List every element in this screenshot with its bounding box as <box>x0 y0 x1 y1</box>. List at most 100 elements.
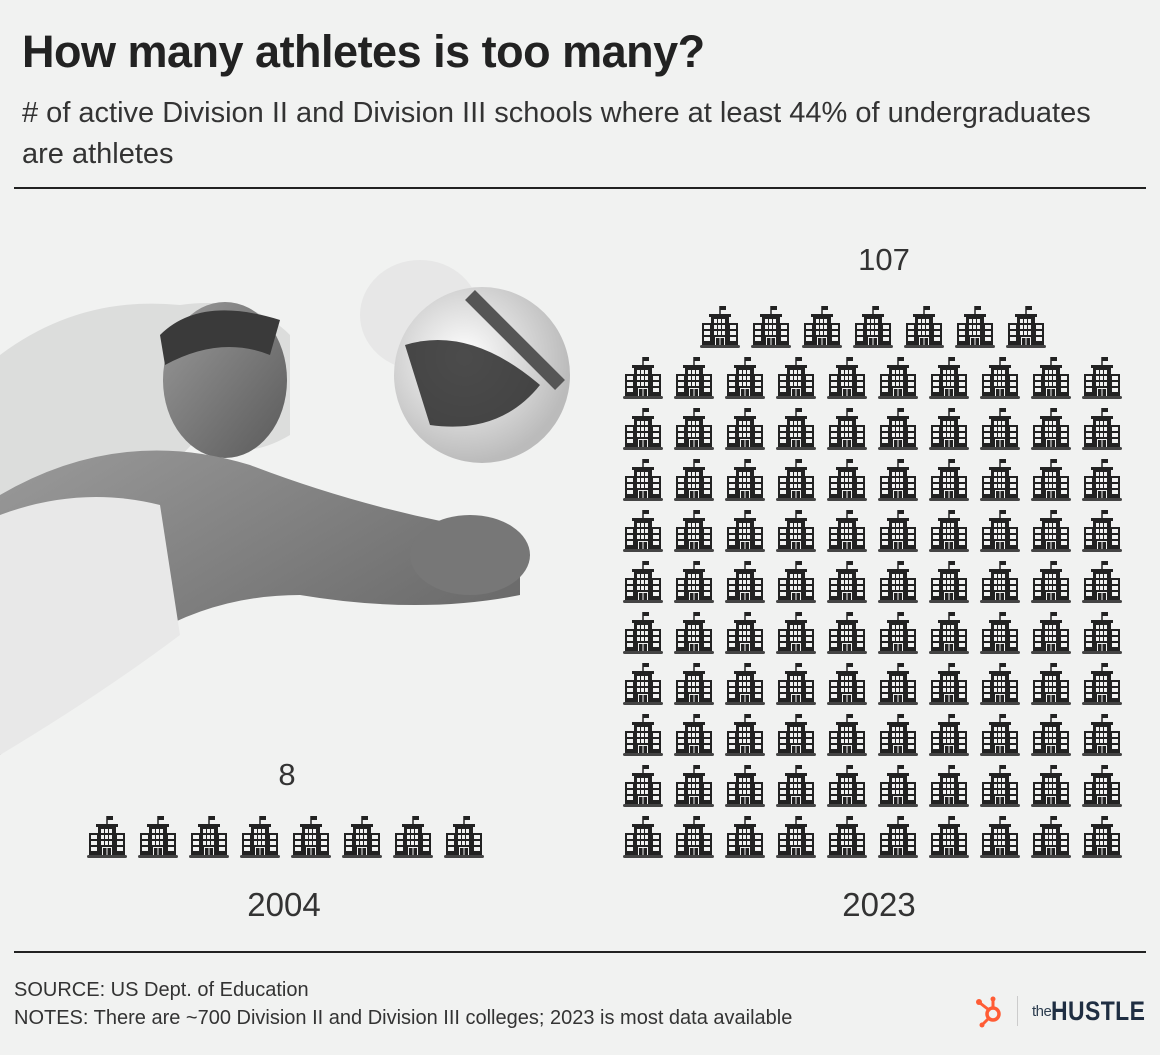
school-building-icon <box>672 611 716 655</box>
school-building-icon <box>774 407 818 451</box>
school-building-icon <box>876 662 920 706</box>
school-building-icon <box>723 407 767 451</box>
school-building-icon <box>978 458 1022 502</box>
school-building-icon <box>825 662 869 706</box>
school-building-icon <box>672 356 716 400</box>
school-building-icon <box>927 407 971 451</box>
school-building-icon <box>876 509 920 553</box>
school-building-icon <box>723 509 767 553</box>
school-building-icon <box>774 356 818 400</box>
the-hustle-logo: the HUSTLE <box>975 994 1160 1028</box>
school-building-icon <box>774 611 818 655</box>
school-building-icon <box>825 713 869 757</box>
volleyball-player-photo <box>0 260 570 755</box>
school-building-icon <box>1080 611 1124 655</box>
school-building-icon <box>978 713 1022 757</box>
school-building-icon <box>978 611 1022 655</box>
school-building-icon <box>978 509 1022 553</box>
school-building-icon <box>902 305 946 349</box>
school-building-icon <box>187 815 231 859</box>
school-building-icon <box>289 815 333 859</box>
school-building-icon <box>774 764 818 808</box>
school-building-icon <box>1080 764 1124 808</box>
school-building-icon <box>723 764 767 808</box>
school-building-icon <box>927 713 971 757</box>
school-building-icon <box>621 509 665 553</box>
school-building-icon <box>672 458 716 502</box>
school-building-icon <box>876 764 920 808</box>
school-building-icon <box>672 407 716 451</box>
school-building-icon <box>621 764 665 808</box>
school-building-icon <box>978 356 1022 400</box>
school-building-icon <box>825 458 869 502</box>
school-building-icon <box>978 662 1022 706</box>
school-building-icon <box>1004 305 1048 349</box>
school-building-icon <box>442 815 486 859</box>
school-building-icon <box>774 713 818 757</box>
school-building-icon <box>1080 560 1124 604</box>
school-building-icon <box>85 815 129 859</box>
school-building-icon <box>698 305 742 349</box>
school-building-icon <box>136 815 180 859</box>
school-building-icon <box>825 764 869 808</box>
school-building-icon <box>774 662 818 706</box>
school-building-icon <box>391 815 435 859</box>
category-label-2004: 2004 <box>247 886 321 923</box>
school-building-icon <box>672 815 716 859</box>
bottom-divider <box>14 951 1146 953</box>
top-divider <box>14 187 1146 189</box>
logo-the: the <box>1032 1002 1052 1020</box>
school-building-icon <box>825 611 869 655</box>
school-building-icon <box>825 356 869 400</box>
category-label-2023: 2023 <box>842 886 916 923</box>
school-building-icon <box>927 356 971 400</box>
school-building-icon <box>723 458 767 502</box>
school-building-icon <box>672 764 716 808</box>
source-note: SOURCE: US Dept. of Education <box>14 979 309 1001</box>
chart-subtitle: # of active Division II and Division III… <box>22 97 1091 170</box>
school-building-icon <box>927 611 971 655</box>
school-building-icon <box>978 815 1022 859</box>
school-building-icon <box>672 662 716 706</box>
school-building-icon <box>978 764 1022 808</box>
school-building-icon <box>876 611 920 655</box>
school-building-icon <box>825 815 869 859</box>
school-building-icon <box>1029 560 1073 604</box>
school-building-icon <box>851 305 895 349</box>
school-building-icon <box>774 458 818 502</box>
school-building-icon <box>774 560 818 604</box>
school-building-icon <box>876 560 920 604</box>
school-building-icon <box>1029 815 1073 859</box>
school-building-icon <box>340 815 384 859</box>
school-building-icon <box>723 713 767 757</box>
school-building-icon <box>927 509 971 553</box>
school-building-icon <box>1029 407 1073 451</box>
school-building-icon <box>825 560 869 604</box>
notes: NOTES: There are ~700 Division II and Di… <box>14 1007 793 1029</box>
school-building-icon <box>1029 458 1073 502</box>
school-building-icon <box>927 560 971 604</box>
school-building-icon <box>621 560 665 604</box>
school-building-icon <box>1029 611 1073 655</box>
school-building-icon <box>774 815 818 859</box>
school-building-icon <box>621 407 665 451</box>
school-building-icon <box>1080 662 1124 706</box>
school-building-icon <box>749 305 793 349</box>
school-building-icon <box>1080 356 1124 400</box>
school-building-icon <box>621 611 665 655</box>
school-building-icon <box>927 458 971 502</box>
school-building-icon <box>1029 764 1073 808</box>
school-building-icon <box>800 305 844 349</box>
school-building-icon <box>621 815 665 859</box>
hubspot-sprocket-icon <box>976 996 1001 1028</box>
school-building-icon <box>1080 815 1124 859</box>
school-building-icon <box>876 356 920 400</box>
school-building-icon <box>621 662 665 706</box>
school-building-icon <box>723 560 767 604</box>
school-building-icon <box>723 611 767 655</box>
school-building-icon <box>774 509 818 553</box>
school-building-icon <box>978 407 1022 451</box>
school-building-icon <box>1080 407 1124 451</box>
school-building-icon <box>723 356 767 400</box>
school-building-icon <box>876 407 920 451</box>
